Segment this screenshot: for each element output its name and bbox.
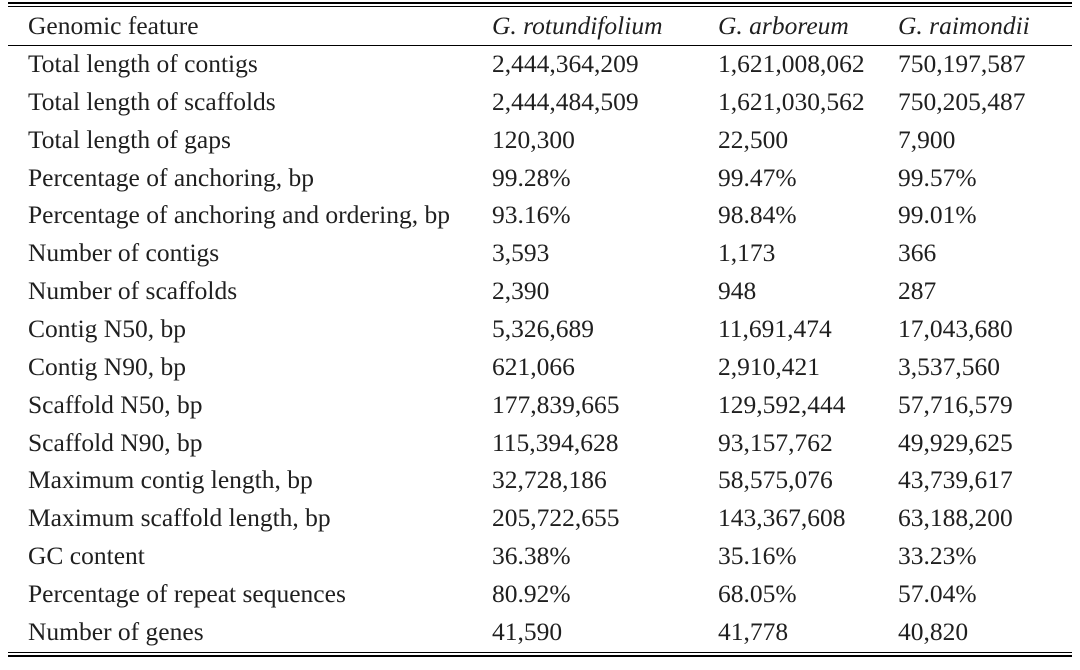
- table-row: Total length of scaffolds 2,444,484,509 …: [8, 83, 1072, 121]
- value-cell: 36.38%: [492, 541, 571, 571]
- value-cell: 58,575,076: [718, 465, 833, 495]
- value-cell: 120,300: [492, 124, 575, 154]
- value-cell: 1,621,030,562: [718, 86, 865, 116]
- feature-cell: Percentage of repeat sequences: [28, 578, 346, 608]
- feature-cell: Maximum scaffold length, bp: [28, 503, 331, 533]
- table-row: Maximum scaffold length, bp 205,722,655 …: [8, 499, 1072, 537]
- feature-cell: Total length of contigs: [28, 49, 258, 79]
- value-cell: 99.47%: [718, 162, 797, 192]
- feature-cell: Contig N50, bp: [28, 313, 186, 343]
- value-cell: 49,929,625: [898, 427, 1013, 457]
- column-header-g-raimondii: G. raimondii: [898, 7, 1072, 46]
- value-cell: 57,716,579: [898, 389, 1013, 419]
- feature-cell: Number of scaffolds: [28, 276, 238, 306]
- value-cell: 1,621,008,062: [718, 49, 865, 79]
- value-cell: 129,592,444: [718, 389, 846, 419]
- value-cell: 40,820: [898, 616, 969, 646]
- table-row: Total length of contigs 2,444,364,209 1,…: [8, 45, 1072, 83]
- table-row: Scaffold N50, bp 177,839,665 129,592,444…: [8, 386, 1072, 424]
- value-cell: 2,910,421: [718, 351, 820, 381]
- value-cell: 750,205,487: [898, 86, 1026, 116]
- value-cell: 7,900: [898, 124, 956, 154]
- header-row: Genomic feature G. rotundifolium G. arbo…: [8, 7, 1072, 46]
- value-cell: 115,394,628: [492, 427, 619, 457]
- value-cell: 35.16%: [718, 541, 797, 571]
- feature-cell: Scaffold N90, bp: [28, 427, 203, 457]
- table-row: Contig N90, bp 621,066 2,910,421 3,537,5…: [8, 348, 1072, 386]
- table-header: Genomic feature G. rotundifolium G. arbo…: [8, 7, 1072, 46]
- value-cell: 621,066: [492, 351, 575, 381]
- table-top-rule: [8, 2, 1072, 7]
- value-cell: 11,691,474: [718, 313, 832, 343]
- value-cell: 3,593: [492, 238, 550, 268]
- value-cell: 22,500: [718, 124, 789, 154]
- feature-cell: Percentage of anchoring, bp: [28, 162, 315, 192]
- value-cell: 750,197,587: [898, 49, 1026, 79]
- feature-cell: Total length of gaps: [28, 124, 231, 154]
- table-row: Number of scaffolds 2,390 948 287: [8, 272, 1072, 310]
- value-cell: 2,444,364,209: [492, 49, 639, 79]
- value-cell: 2,390: [492, 276, 550, 306]
- table-body: Total length of contigs 2,444,364,209 1,…: [8, 45, 1072, 651]
- value-cell: 32,728,186: [492, 465, 607, 495]
- feature-cell: Scaffold N50, bp: [28, 389, 203, 419]
- genome-assembly-table: Genomic feature G. rotundifolium G. arbo…: [8, 7, 1072, 651]
- feature-cell: Number of genes: [28, 616, 204, 646]
- column-header-genomic-feature: Genomic feature: [8, 7, 492, 46]
- feature-cell: Contig N90, bp: [28, 351, 186, 381]
- value-cell: 93.16%: [492, 200, 571, 230]
- feature-cell: GC content: [28, 541, 145, 571]
- value-cell: 41,778: [718, 616, 789, 646]
- value-cell: 17,043,680: [898, 313, 1013, 343]
- value-cell: 143,367,608: [718, 503, 846, 533]
- value-cell: 99.28%: [492, 162, 571, 192]
- table-row: Percentage of anchoring and ordering, bp…: [8, 196, 1072, 234]
- feature-cell: Percentage of anchoring and ordering, bp: [28, 200, 451, 230]
- feature-cell: Number of contigs: [28, 238, 220, 268]
- value-cell: 5,326,689: [492, 313, 594, 343]
- table-row: Percentage of anchoring, bp 99.28% 99.47…: [8, 159, 1072, 197]
- table-row: Percentage of repeat sequences 80.92% 68…: [8, 575, 1072, 613]
- table-bottom-rule: [8, 652, 1072, 657]
- value-cell: 366: [898, 238, 937, 268]
- value-cell: 57.04%: [898, 578, 977, 608]
- value-cell: 205,722,655: [492, 503, 620, 533]
- value-cell: 41,590: [492, 616, 563, 646]
- table-row: Scaffold N90, bp 115,394,628 93,157,762 …: [8, 424, 1072, 462]
- value-cell: 68.05%: [718, 578, 797, 608]
- table-row: Contig N50, bp 5,326,689 11,691,474 17,0…: [8, 310, 1072, 348]
- value-cell: 33.23%: [898, 541, 977, 571]
- value-cell: 93,157,762: [718, 427, 833, 457]
- table-row: Number of genes 41,590 41,778 40,820: [8, 613, 1072, 651]
- value-cell: 63,188,200: [898, 503, 1013, 533]
- table-row: Total length of gaps 120,300 22,500 7,90…: [8, 121, 1072, 159]
- value-cell: 948: [718, 276, 757, 306]
- value-cell: 1,173: [718, 238, 776, 268]
- value-cell: 99.57%: [898, 162, 977, 192]
- value-cell: 98.84%: [718, 200, 797, 230]
- column-header-g-arboreum: G. arboreum: [718, 7, 898, 46]
- table-row: Number of contigs 3,593 1,173 366: [8, 234, 1072, 272]
- table-row: Maximum contig length, bp 32,728,186 58,…: [8, 461, 1072, 499]
- value-cell: 3,537,560: [898, 351, 1000, 381]
- column-header-g-rotundifolium: G. rotundifolium: [492, 7, 718, 46]
- feature-cell: Maximum contig length, bp: [28, 465, 313, 495]
- value-cell: 99.01%: [898, 200, 977, 230]
- value-cell: 43,739,617: [898, 465, 1013, 495]
- value-cell: 177,839,665: [492, 389, 620, 419]
- value-cell: 2,444,484,509: [492, 86, 639, 116]
- value-cell: 287: [898, 276, 937, 306]
- table-row: GC content 36.38% 35.16% 33.23%: [8, 537, 1072, 575]
- feature-cell: Total length of scaffolds: [28, 86, 276, 116]
- value-cell: 80.92%: [492, 578, 571, 608]
